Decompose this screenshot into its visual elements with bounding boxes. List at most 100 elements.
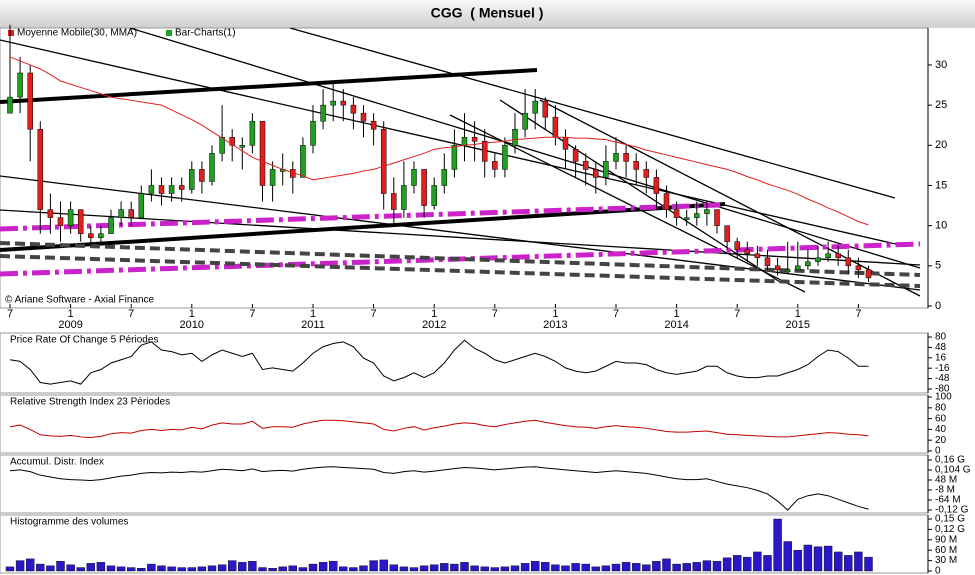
- y-tick-label: 0: [935, 566, 941, 575]
- bar-close: [330, 100, 336, 106]
- bar-close: [128, 209, 134, 218]
- y-tick-label: 0,104 G: [935, 465, 971, 476]
- volume-bar: [137, 568, 146, 572]
- y-tick-label: 40: [935, 424, 947, 435]
- bar-close: [784, 269, 791, 273]
- chart-title: CGG ( Mensuel ): [431, 5, 544, 21]
- y-tick-label: 48 M: [935, 475, 957, 486]
- x-tick-label: 1: [189, 308, 195, 320]
- volume-bar: [561, 565, 570, 572]
- trend-line: [0, 202, 726, 252]
- bar-close: [744, 249, 751, 255]
- bar-close: [209, 153, 215, 182]
- bar-close: [259, 120, 266, 186]
- bar-close: [673, 209, 680, 218]
- bar-close: [653, 177, 660, 194]
- volume-bar: [541, 562, 550, 572]
- volume-bar: [147, 563, 156, 572]
- bar-close: [643, 169, 650, 178]
- bar-close: [633, 161, 639, 170]
- y-tick-label: -48: [935, 373, 950, 384]
- volume-bar: [823, 545, 833, 572]
- bar-close: [67, 209, 74, 226]
- bar-close: [178, 185, 185, 190]
- bar-close: [401, 185, 407, 210]
- volume-bar: [187, 567, 197, 572]
- bar-close: [734, 241, 740, 251]
- x-tick-label: 1: [795, 308, 801, 320]
- bar-close: [370, 120, 377, 130]
- bar-close: [27, 72, 33, 130]
- volume-bar: [611, 563, 621, 572]
- volume-bar: [207, 565, 217, 572]
- y-tick-label: 10: [935, 220, 947, 232]
- volume-bar: [288, 565, 297, 572]
- y-tick-label: 48: [935, 342, 947, 353]
- volume-bar: [419, 565, 429, 572]
- bar-close: [108, 217, 114, 234]
- bar-close: [593, 169, 599, 178]
- y-tick-label: 0,15 G: [935, 514, 965, 525]
- volume-bar: [793, 549, 802, 572]
- y-tick-label: 100: [935, 392, 952, 403]
- volume-bar: [813, 546, 823, 572]
- bar-close: [492, 161, 498, 170]
- bar-close: [300, 145, 306, 178]
- trend-line: [0, 39, 901, 246]
- y-tick-label: 80: [935, 402, 947, 413]
- volume-bar: [177, 567, 186, 572]
- bar-close: [441, 169, 448, 186]
- trend-line: [0, 241, 921, 277]
- x-tick-label: 7: [249, 308, 255, 320]
- volume-bar: [318, 562, 328, 572]
- volume-bar: [96, 562, 106, 572]
- volume-bar: [369, 560, 378, 572]
- bar-close: [77, 209, 84, 234]
- bar-close: [562, 137, 569, 150]
- bar-close: [774, 265, 781, 271]
- volume-bar: [238, 562, 247, 572]
- bar-close: [340, 100, 347, 106]
- bar-close: [431, 185, 437, 206]
- volume-bar: [642, 564, 651, 572]
- volume-bar: [278, 566, 287, 572]
- volume-bar: [662, 558, 671, 572]
- volume-bar: [116, 566, 126, 572]
- volume-bar: [126, 567, 136, 572]
- x-year-label: 2013: [543, 319, 567, 331]
- volume-bar: [480, 566, 489, 572]
- panel-title: Histogramme des volumes: [10, 517, 128, 528]
- x-tick-label: 1: [552, 308, 558, 320]
- x-tick-label: 7: [7, 308, 13, 320]
- bar-close: [623, 153, 629, 162]
- volume-bar: [591, 566, 600, 572]
- volume-bar: [167, 566, 176, 572]
- volume-bar: [36, 563, 45, 572]
- volume-bar: [490, 567, 499, 572]
- x-year-label: 2014: [664, 319, 688, 331]
- volume-bar: [157, 565, 166, 572]
- volume-bar: [46, 565, 55, 572]
- volume-bar: [510, 565, 520, 572]
- volume-bar: [26, 558, 35, 572]
- volume-bar: [581, 563, 590, 572]
- volume-bar: [733, 555, 742, 572]
- bar-close: [512, 128, 518, 146]
- volume-bar: [248, 561, 257, 572]
- bar-close: [249, 120, 256, 146]
- volume-bar: [520, 563, 530, 572]
- y-tick-label: 0,12 G: [935, 524, 965, 535]
- volume-bar: [76, 567, 85, 572]
- x-year-label: 2015: [786, 319, 810, 331]
- bar-close: [138, 193, 145, 218]
- bar-close: [532, 100, 538, 114]
- bar-close: [7, 96, 13, 114]
- bar-close: [522, 112, 528, 130]
- legend-label: Bar-Charts(1): [175, 28, 236, 39]
- bar-close: [158, 185, 165, 194]
- y-tick-label: 30: [935, 59, 947, 71]
- x-tick-label: 1: [310, 308, 316, 320]
- legend-label: Moyenne Mobile(30, MMA): [17, 28, 137, 39]
- bar-close: [805, 261, 811, 267]
- trend-line: [0, 209, 921, 266]
